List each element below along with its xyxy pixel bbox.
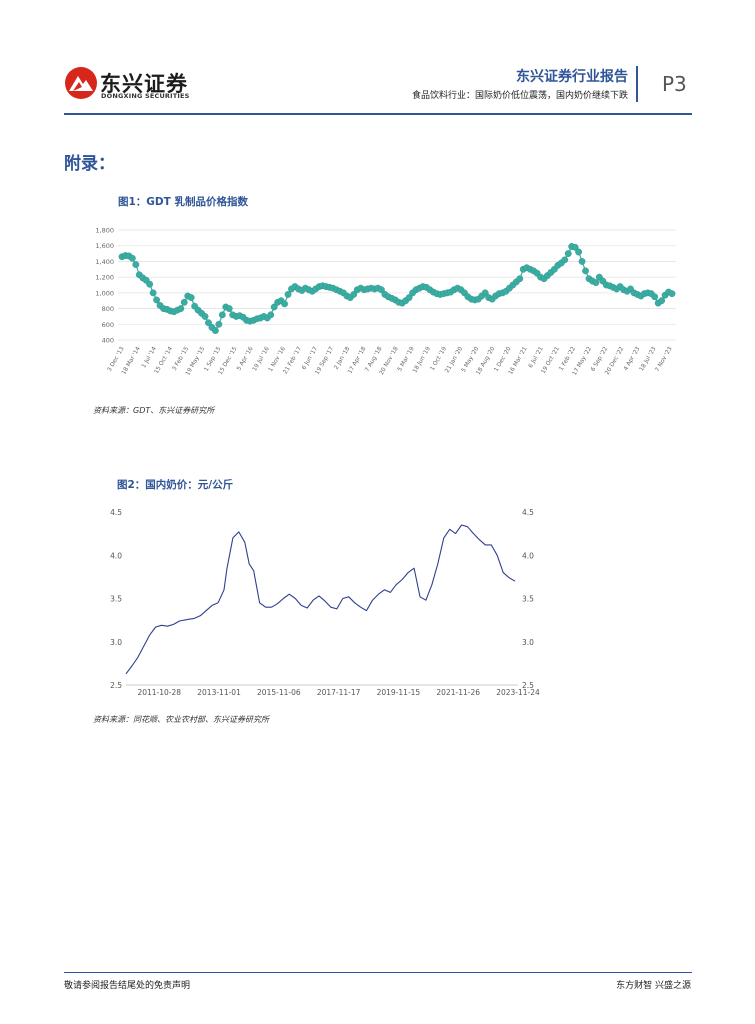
gdt-data-point [575,248,583,256]
gdt-data-point [582,267,589,275]
gdt-data-point [205,319,212,327]
footer-disclaimer: 敬请参阅报告结尾处的免责声明 [64,981,191,991]
x-tick-label: 2013-11-01 [197,688,241,697]
y-tick-label: 1,600 [95,242,114,250]
gdt-data-point [378,286,385,294]
y-tick-label: 4.5 [110,508,122,517]
y-tick-label: 2.5 [110,681,122,690]
x-tick-label: 2 Jan '18 [334,346,352,371]
gdt-data-point [651,293,659,301]
gdt-data-point [225,305,233,312]
section-title: 附录： [64,154,115,174]
x-tick-label: 6 Jul '21 [528,346,545,369]
gdt-data-point [592,279,600,287]
y-tick-label: 400 [102,337,114,345]
gdt-data-point [153,296,160,304]
gdt-data-point [564,250,572,257]
gdt-data-point [405,294,413,301]
x-tick-label: 2011-10-28 [137,688,181,697]
page-number: P3 [662,72,687,96]
y-tick-label: 1,000 [95,289,114,297]
x-tick-label: 7 Nov '23 [655,346,674,373]
figure2-source: 资料来源：同花顺、农业农村部、东兴证券研究所 [93,715,269,724]
x-tick-label: 2017-11-17 [317,688,361,697]
gdt-data-point [218,311,226,319]
y2-tick-label: 2.5 [522,681,534,690]
y-tick-label: 1,400 [95,258,114,266]
header-rule [64,113,692,115]
y2-tick-label: 3.0 [522,638,534,647]
milk-price-series-line [125,524,516,675]
report-subtitle: 食品饮料行业：国际奶价低位震荡，国内奶价继续下跌 [411,91,628,101]
gdt-data-point [571,243,579,251]
y-tick-label: 1,200 [95,274,114,282]
gdt-data-point [201,313,209,320]
y-tick-label: 800 [102,305,114,313]
y-tick-label: 3.0 [110,638,122,647]
gdt-data-point [561,256,569,264]
x-tick-label: 2019-11-15 [377,688,421,697]
gdt-data-point [146,280,154,288]
y2-tick-label: 4.5 [522,508,534,517]
dongxing-logo-icon [65,67,97,99]
gdt-data-point [128,254,136,262]
gdt-data-point [270,303,278,311]
gdt-data-point [267,311,275,319]
x-tick-label: 6 Jun '17 [301,346,319,371]
x-tick-label: 1 Jul '14 [141,346,158,369]
gdt-data-point [211,327,219,334]
gdt-data-point [215,320,223,328]
logo-text-en: DONGXING SECURITIES [101,92,190,100]
x-tick-label: 2015-11-06 [257,688,301,697]
x-tick-label: 2023-11-24 [496,688,540,697]
footer-slogan: 东方财智 兴盛之源 [616,981,691,991]
gdt-data-point [481,289,489,297]
x-tick-label: 2021-11-26 [436,688,480,697]
gdt-data-point [177,305,185,312]
gdt-data-point [516,275,524,283]
domestic-milk-price-chart: 2.5 3.0 3.5 4.0 4.5 2.5 3.0 3.5 4.0 4.5 2011-10-28… [110,508,540,697]
gdt-data-point [132,261,140,268]
gdt-data-point [284,291,292,298]
report-title: 东兴证券行业报告 [516,69,628,85]
header-separator [636,66,638,102]
figure2-title: 图2：国内奶价：元/公斤 [117,479,234,491]
gdt-data-point [149,289,157,297]
figure1-title: 图1：GDT 乳制品价格指数 [118,196,248,208]
gdt-data-point [187,294,195,301]
y-tick-label: 4.0 [110,551,122,560]
y-tick-label: 3.5 [110,595,122,604]
y-tick-label: 1,800 [95,227,114,235]
figure1-source: 资料来源：GDT、东兴证券研究所 [93,406,215,415]
y2-tick-label: 3.5 [522,595,534,604]
gdt-data-point [281,300,288,308]
y-tick-label: 600 [102,321,114,329]
gdt-data-point [578,258,586,265]
gdt-data-point [668,290,676,298]
logo-text-cn: 东兴证券 [100,72,188,96]
gdt-data-point [658,297,666,305]
footer-rule [64,972,692,973]
y2-tick-label: 4.0 [522,551,534,560]
gdt-data-point [350,291,358,298]
gdt-data-point [180,298,188,306]
